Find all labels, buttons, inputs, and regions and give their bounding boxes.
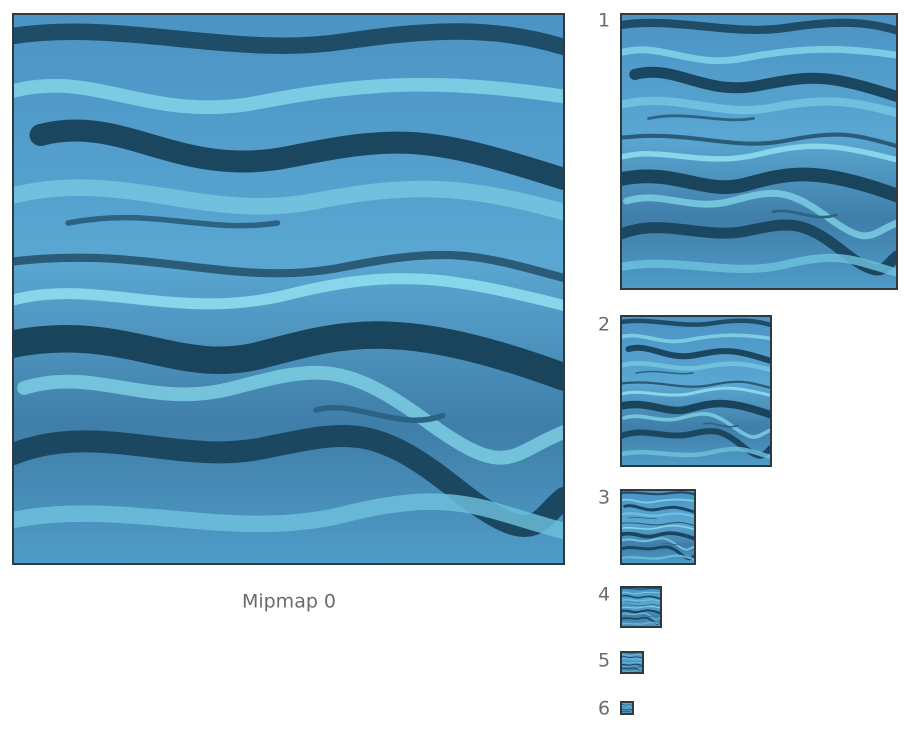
image-frame <box>12 13 565 565</box>
image-frame <box>620 315 772 467</box>
texture-image <box>621 652 643 673</box>
texture-image <box>621 490 695 564</box>
level-label: 5 <box>598 650 610 672</box>
texture-image <box>621 14 897 289</box>
level-label: 4 <box>598 584 610 606</box>
level-label: 1 <box>598 10 610 32</box>
level-label: 2 <box>598 314 610 336</box>
image-frame <box>620 701 634 715</box>
mipmap-0: Mipmap 0 <box>12 13 565 613</box>
image-frame <box>620 489 696 565</box>
texture-image <box>621 316 771 466</box>
image-frame <box>620 586 662 628</box>
texture-image <box>13 14 564 564</box>
image-frame <box>620 651 644 674</box>
image-frame <box>620 13 898 290</box>
level-label: 3 <box>598 487 610 509</box>
texture-image <box>621 587 661 627</box>
level-label: 6 <box>598 698 610 720</box>
texture-image <box>621 702 633 714</box>
mipmap-6: 6 <box>598 698 634 720</box>
mipmap-3: 3 <box>598 487 696 565</box>
mipmap-4: 4 <box>598 584 662 628</box>
mipmap-2: 2 <box>598 314 772 467</box>
mipmap-1: 1 <box>598 10 898 290</box>
caption: Mipmap 0 <box>242 591 336 613</box>
mipmap-5: 5 <box>598 650 644 674</box>
